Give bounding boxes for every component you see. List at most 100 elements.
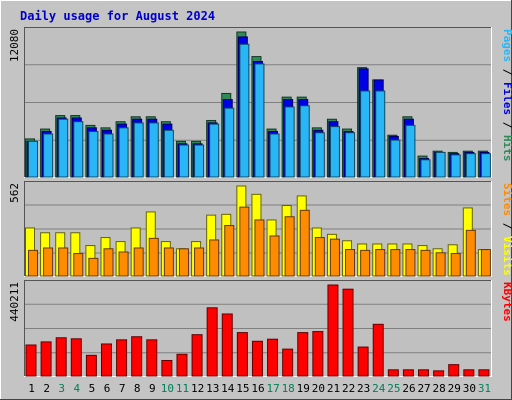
kbytes-bar: [131, 336, 143, 377]
sites-bar: [73, 253, 84, 277]
pages-bar: [88, 131, 99, 178]
kbytes-bar: [161, 359, 173, 377]
pages-bar: [345, 132, 356, 178]
pages-bar: [329, 126, 340, 178]
day-label: 3: [58, 382, 65, 395]
sites-bar: [224, 225, 235, 277]
sites-bar: [194, 247, 205, 277]
kbytes-panel: [24, 280, 492, 377]
day-label: 25: [387, 382, 400, 395]
pages-bar: [480, 153, 491, 178]
pages-bar: [58, 118, 69, 178]
kbytes-bar: [70, 338, 82, 377]
legend-separator: /: [501, 216, 512, 236]
pages-bar: [118, 127, 129, 178]
legend-separator: /: [501, 62, 512, 82]
sites-bar: [178, 248, 189, 277]
pages-bar: [178, 144, 189, 178]
day-label: 22: [342, 382, 355, 395]
x-axis-day-labels: 1 2 3 4 5 6 7 8 9 10 11 12 13 14 15 16 17 18 19 20 21 22 23 24 2…: [28, 382, 491, 395]
pages-bar: [360, 90, 371, 178]
pages-bar: [73, 121, 84, 178]
kbytes-bar: [55, 337, 67, 377]
day-label: 1: [28, 382, 35, 395]
panel3-ymax-label: 440211: [8, 282, 21, 322]
pages-bar: [43, 133, 54, 178]
day-label: 27: [417, 382, 430, 395]
files-legend-label: Files: [501, 82, 512, 115]
pages-bar: [133, 122, 144, 178]
kbytes-bar: [40, 341, 52, 377]
day-label: 13: [206, 382, 219, 395]
kbytes-bar: [327, 284, 339, 377]
sites-bar: [28, 249, 38, 277]
pages-bar: [163, 129, 174, 178]
day-label: 10: [161, 382, 174, 395]
sites-bar: [360, 249, 371, 277]
sites-legend-label: Sites: [501, 183, 512, 216]
sites-bar: [375, 249, 386, 277]
pages-bar: [148, 122, 159, 178]
panel1-ymax-label: 12080: [8, 29, 21, 62]
day-label: 8: [134, 382, 141, 395]
day-label: 21: [327, 382, 340, 395]
kbytes-bar: [342, 288, 354, 377]
day-label: 15: [236, 382, 249, 395]
kbytes-bar: [221, 313, 233, 377]
day-label: 24: [372, 382, 386, 395]
visits-legend-label: Visits: [501, 236, 512, 276]
day-label: 17: [266, 382, 279, 395]
day-label: 12: [191, 382, 204, 395]
sites-bar: [58, 247, 69, 277]
pages-bar: [299, 105, 310, 178]
sites-bar: [133, 247, 144, 277]
pages-bar: [254, 63, 265, 178]
sites-bar: [284, 216, 295, 277]
kbytes-bar: [448, 364, 460, 377]
pages-bar: [375, 90, 386, 178]
hits-legend-label: Hits: [501, 135, 512, 162]
pages-bar: [269, 133, 280, 178]
kbytes-bar: [116, 339, 128, 377]
kbytes-bar: [206, 307, 218, 377]
sites-bar: [465, 229, 476, 277]
day-label: 4: [74, 382, 81, 395]
kbytes-bar: [478, 369, 490, 377]
sites-bar: [329, 238, 340, 277]
kbytes-bar: [176, 353, 188, 377]
sites-bar: [480, 249, 491, 277]
kbytes-bar: [85, 354, 97, 377]
day-label: 14: [221, 382, 235, 395]
sites-bar: [239, 206, 250, 277]
pages-bar: [103, 133, 114, 178]
kbytes-bar: [251, 340, 263, 377]
sites-bar: [390, 249, 401, 277]
pages-bar: [224, 107, 235, 178]
day-label: 9: [149, 382, 156, 395]
pages-bar: [194, 144, 205, 178]
legend-separator: /: [501, 115, 512, 135]
pages-bar: [405, 124, 416, 178]
day-label: 6: [104, 382, 111, 395]
kbytes-bar: [100, 343, 112, 377]
pages-bar: [209, 123, 220, 178]
day-label: 29: [448, 382, 461, 395]
kbytes-bar: [387, 369, 399, 377]
kbytes-bar: [463, 369, 475, 377]
day-label: 19: [297, 382, 310, 395]
sites-bar: [118, 251, 129, 277]
sites-bar: [450, 253, 461, 277]
panel2-series-label: Sites / Visits: [501, 183, 512, 276]
kbytes-bar: [236, 332, 248, 377]
panel3-series-label: KBytes: [501, 282, 512, 322]
pages-bar: [284, 106, 295, 178]
kbytes-bar: [191, 334, 203, 377]
sites-bar: [405, 249, 416, 277]
kbytes-bar: [433, 370, 445, 377]
sites-bar: [88, 257, 99, 277]
pages-bar: [314, 132, 325, 178]
panel1-series-label: Pages / Files / Hits: [501, 29, 512, 162]
day-label: 28: [433, 382, 446, 395]
sites-bar: [209, 239, 220, 277]
day-label: 2: [43, 382, 50, 395]
